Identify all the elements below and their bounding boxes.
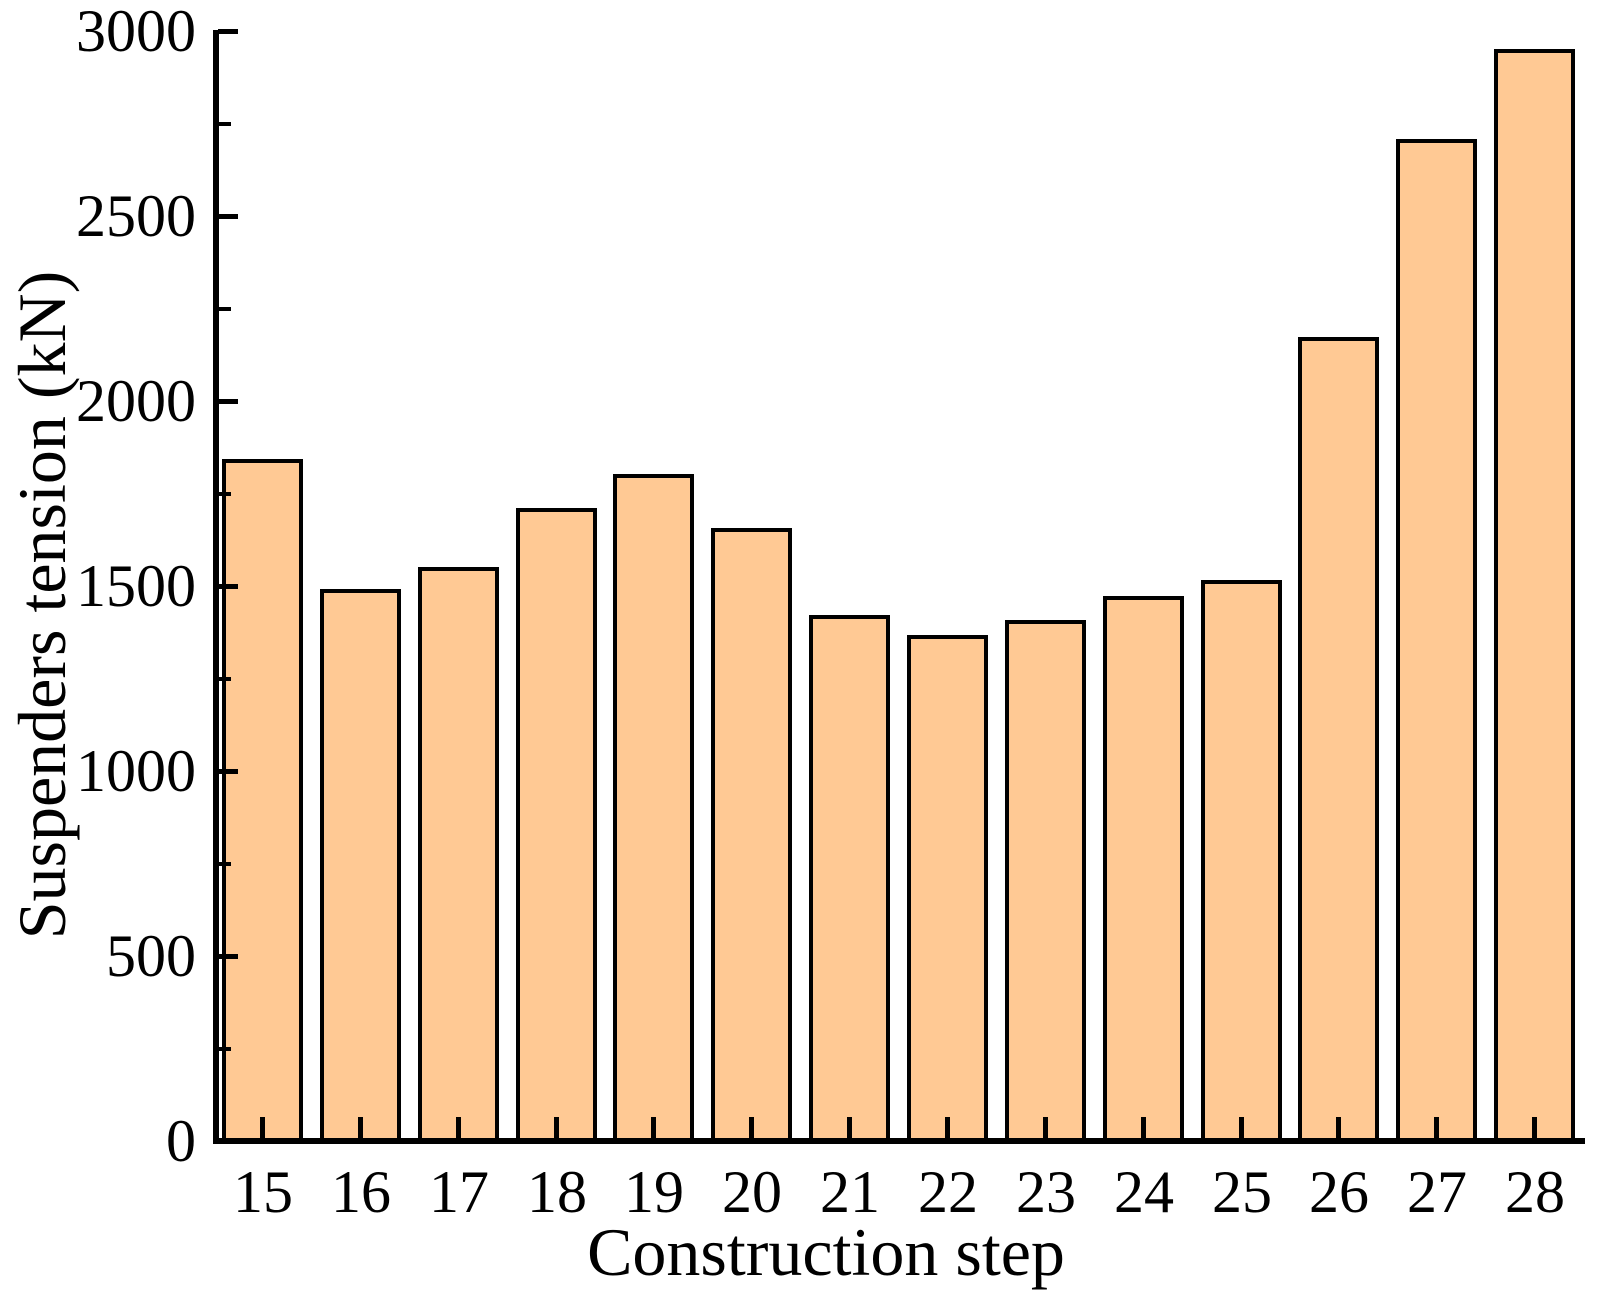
x-tick-label-19: 19: [624, 1159, 684, 1225]
x-tick-label-25: 25: [1212, 1159, 1272, 1225]
y-major-tick-500: [218, 954, 238, 959]
bar-step-20: [711, 528, 792, 1144]
y-major-tick-1000: [218, 769, 238, 774]
x-tick-28: [1532, 1117, 1537, 1138]
x-tick-label-17: 17: [429, 1159, 489, 1225]
bar-step-25: [1201, 580, 1282, 1144]
y-minor-tick-2250: [218, 307, 231, 311]
bar-step-15: [222, 459, 303, 1144]
x-tick-18: [554, 1117, 559, 1138]
x-tick-27: [1434, 1117, 1439, 1138]
x-tick-22: [945, 1117, 950, 1138]
x-tick-label-21: 21: [820, 1159, 880, 1225]
y-minor-tick-1750: [218, 492, 231, 496]
x-tick-24: [1141, 1117, 1146, 1138]
x-tick-label-24: 24: [1114, 1159, 1174, 1225]
y-major-tick-3000: [218, 29, 238, 34]
x-tick-label-15: 15: [233, 1159, 293, 1225]
x-tick-25: [1239, 1117, 1244, 1138]
x-tick-26: [1336, 1117, 1341, 1138]
y-major-tick-1500: [218, 584, 238, 589]
y-major-tick-2500: [218, 214, 238, 219]
y-minor-tick-750: [218, 862, 231, 866]
x-tick-16: [358, 1117, 363, 1138]
bar-step-27: [1396, 139, 1477, 1144]
x-tick-21: [847, 1117, 852, 1138]
x-tick-label-28: 28: [1505, 1159, 1565, 1225]
y-tick-label-0: 0: [166, 1108, 196, 1174]
bar-step-26: [1298, 337, 1379, 1144]
x-axis-title: Construction step: [587, 1214, 1065, 1290]
x-tick-label-16: 16: [331, 1159, 391, 1225]
y-axis-line: [213, 30, 219, 1144]
y-tick-label-3000: 3000: [76, 0, 196, 64]
x-tick-20: [749, 1117, 754, 1138]
y-minor-tick-1250: [218, 677, 231, 681]
x-tick-label-18: 18: [527, 1159, 587, 1225]
y-tick-label-1500: 1500: [76, 553, 196, 619]
x-tick-label-27: 27: [1407, 1159, 1467, 1225]
x-tick-23: [1043, 1117, 1048, 1138]
x-tick-label-22: 22: [918, 1159, 978, 1225]
bar-step-24: [1103, 596, 1184, 1144]
y-tick-label-2500: 2500: [76, 183, 196, 249]
y-tick-label-1000: 1000: [76, 738, 196, 804]
bar-step-17: [418, 567, 499, 1144]
y-major-tick-2000: [218, 399, 238, 404]
y-tick-label-500: 500: [106, 923, 196, 989]
x-tick-15: [260, 1117, 265, 1138]
x-tick-17: [456, 1117, 461, 1138]
y-tick-label-2000: 2000: [76, 368, 196, 434]
bar-step-23: [1005, 620, 1086, 1144]
bar-step-21: [809, 615, 890, 1144]
bar-step-28: [1494, 49, 1575, 1144]
x-tick-19: [651, 1117, 656, 1138]
x-tick-label-23: 23: [1016, 1159, 1076, 1225]
y-minor-tick-250: [218, 1047, 231, 1051]
bar-step-18: [516, 508, 597, 1144]
bar-step-22: [907, 635, 988, 1144]
y-minor-tick-2750: [218, 122, 231, 126]
bar-step-19: [613, 474, 694, 1144]
x-tick-label-20: 20: [722, 1159, 782, 1225]
x-axis-line: [213, 1138, 1585, 1144]
x-tick-label-26: 26: [1309, 1159, 1369, 1225]
bar-step-16: [320, 589, 401, 1144]
